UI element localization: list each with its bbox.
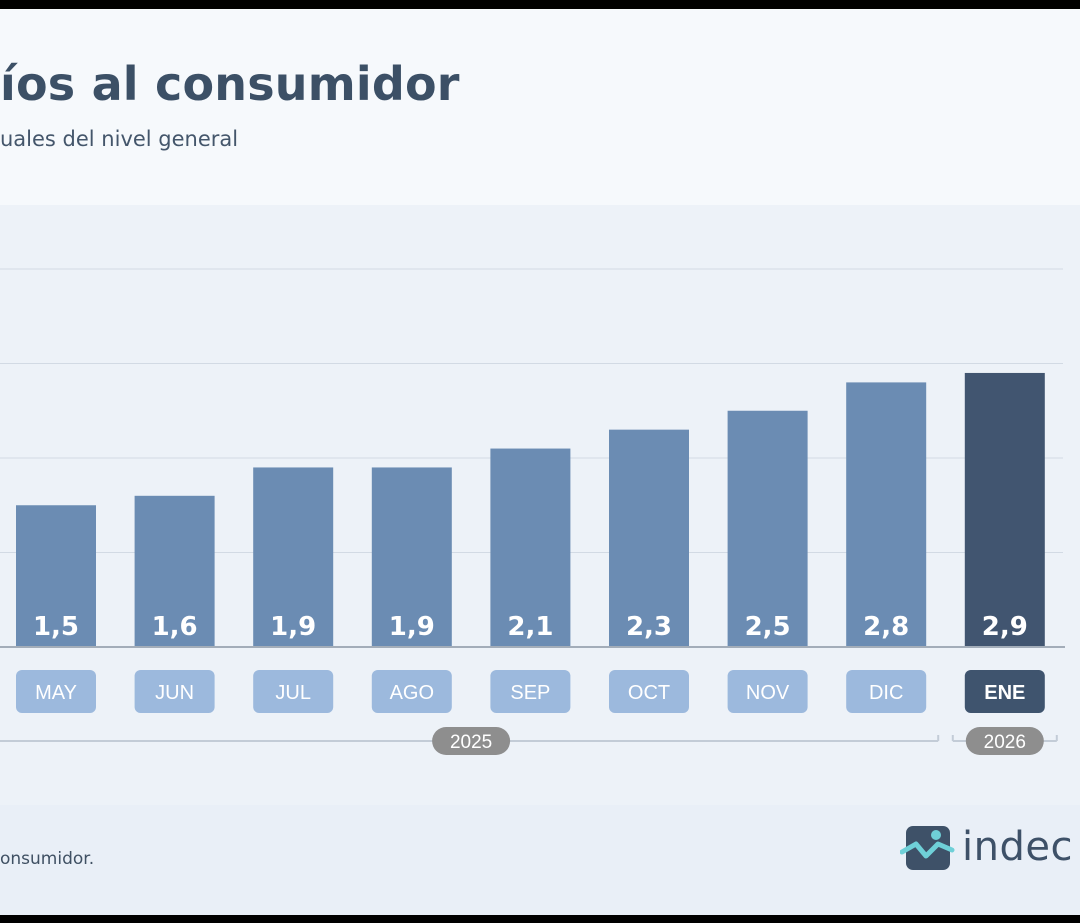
- month-pill-ago: [371, 670, 452, 713]
- month-pill-ene: [964, 670, 1045, 713]
- month-pill-nov: [727, 670, 808, 713]
- bar-ago: [371, 467, 452, 647]
- month-label-dic: DIC: [869, 682, 903, 704]
- month-label-nov: NOV: [746, 682, 790, 704]
- month-label-may: MAY: [35, 682, 77, 704]
- year-label-2026: 2026: [984, 732, 1026, 753]
- month-label-ago: AGO: [390, 682, 434, 704]
- year-pill-2026: [965, 727, 1044, 755]
- month-pill-jun: [134, 670, 215, 713]
- bar-sep: [490, 448, 571, 647]
- bar-dic: [846, 382, 927, 647]
- month-label-jul: JUL: [275, 682, 311, 704]
- month-pill-dic: [846, 670, 927, 713]
- year-pill-2025: [432, 727, 511, 755]
- month-pill-oct: [609, 670, 689, 713]
- value-label-oct: 2,3: [626, 612, 672, 642]
- month-pill-sep: [490, 670, 571, 713]
- value-label-may: 1,5: [33, 612, 79, 642]
- bar-may: [16, 505, 96, 647]
- logo-text: indec: [962, 824, 1073, 870]
- bar-nov: [727, 410, 808, 647]
- value-label-ene: 2,9: [982, 612, 1028, 642]
- bar-chart: 1,5 MAY 1,6 JUN 1,9 JUL 1,9 AGO 2,1 SEP 2,3 OCT 2,5 N…: [0, 268, 1065, 755]
- chart-canvas: íos al consumidor uales del nivel genera…: [0, 9, 1080, 915]
- indec-logo-icon: [899, 826, 955, 870]
- bar-ene: [964, 372, 1045, 647]
- month-pill-jul: [253, 670, 334, 713]
- chart-panel: 1,5 MAY 1,6 JUN 1,9 JUL 1,9 AGO 2,1 SEP 2,3 OCT 2,5 N…: [0, 205, 1080, 805]
- indec-logo: indec: [899, 822, 1080, 882]
- value-label-nov: 2,5: [745, 612, 791, 642]
- value-label-dic: 2,8: [863, 612, 909, 642]
- month-label-jun: JUN: [155, 682, 194, 704]
- value-label-jul: 1,9: [270, 612, 316, 642]
- value-label-ago: 1,9: [389, 612, 435, 642]
- year-label-2025: 2025: [450, 732, 492, 753]
- chart-subtitle: uales del nivel general: [0, 127, 239, 151]
- chart-title: íos al consumidor: [0, 57, 460, 111]
- footer: [0, 805, 1080, 915]
- month-label-sep: SEP: [510, 682, 550, 704]
- bar-oct: [609, 429, 689, 647]
- month-pill-may: [16, 670, 96, 713]
- value-label-sep: 2,1: [507, 612, 553, 642]
- bar-jun: [134, 495, 215, 647]
- month-label-oct: OCT: [628, 682, 670, 704]
- value-label-jun: 1,6: [152, 612, 198, 642]
- month-label-ene: ENE: [984, 682, 1025, 704]
- bar-jul: [253, 467, 334, 647]
- footnote: onsumidor.: [0, 849, 95, 869]
